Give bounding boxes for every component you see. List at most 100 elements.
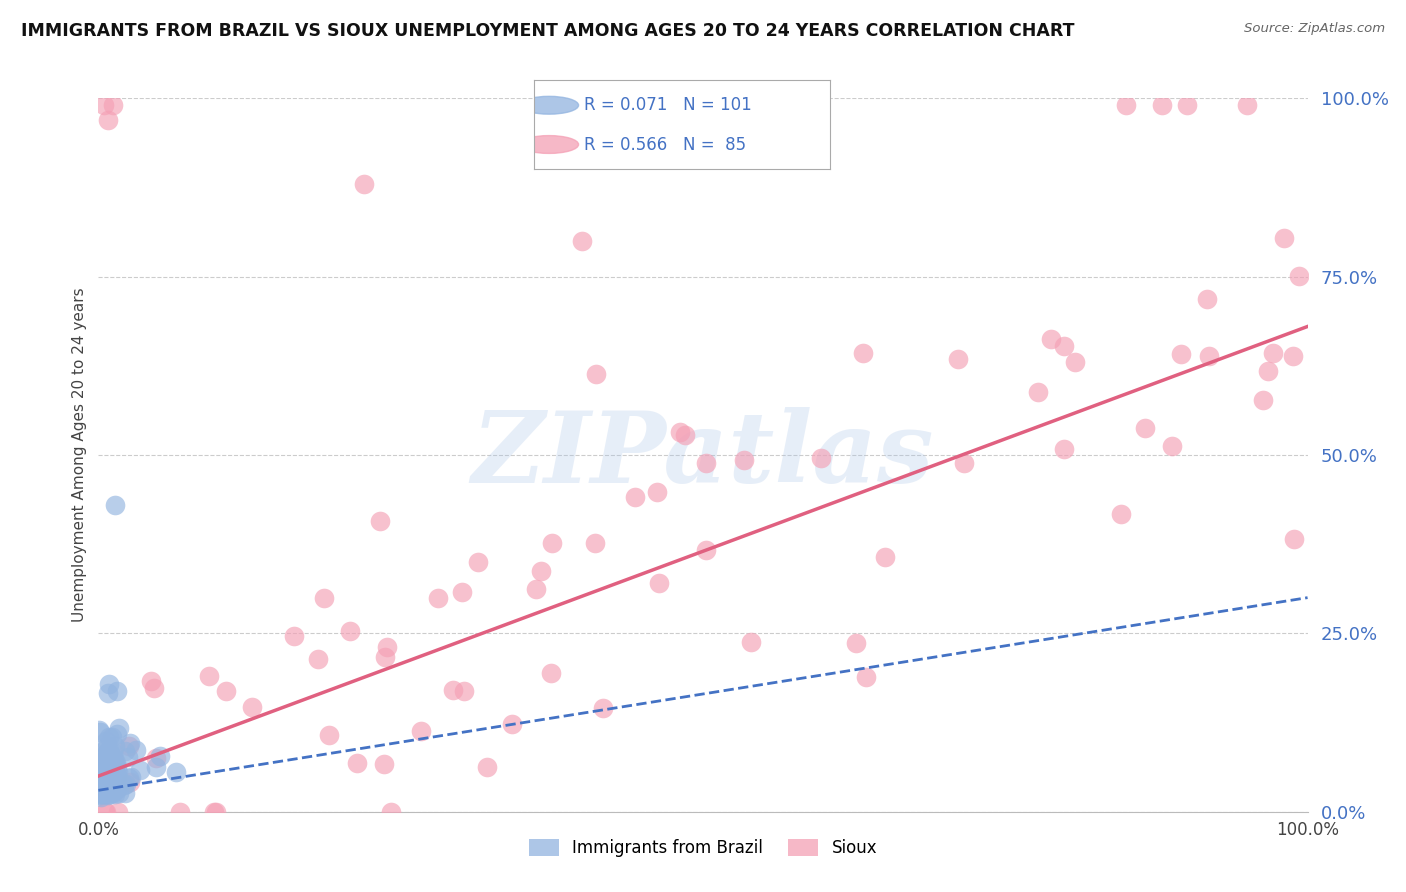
Immigrants from Brazil	[91, 756, 114, 770]
Circle shape	[520, 96, 579, 114]
Sioux	[314, 591, 336, 605]
Sioux	[1133, 421, 1156, 435]
Immigrants from Brazil	[97, 686, 120, 700]
Immigrants from Brazil	[114, 743, 136, 757]
Sioux	[952, 456, 974, 470]
Immigrants from Brazil	[89, 780, 111, 794]
Sioux	[695, 456, 717, 470]
Sioux	[1198, 349, 1220, 363]
Immigrants from Brazil	[93, 786, 115, 800]
Immigrants from Brazil	[98, 779, 121, 793]
Immigrants from Brazil	[101, 779, 124, 793]
Immigrants from Brazil	[93, 768, 115, 782]
Immigrants from Brazil	[104, 781, 127, 796]
Immigrants from Brazil	[93, 775, 115, 789]
Immigrants from Brazil	[115, 777, 138, 791]
Immigrants from Brazil	[94, 783, 117, 797]
Text: IMMIGRANTS FROM BRAZIL VS SIOUX UNEMPLOYMENT AMONG AGES 20 TO 24 YEARS CORRELATI: IMMIGRANTS FROM BRAZIL VS SIOUX UNEMPLOY…	[21, 22, 1074, 40]
Sioux	[541, 535, 564, 549]
Immigrants from Brazil	[94, 769, 117, 783]
Sioux	[467, 555, 489, 569]
Immigrants from Brazil	[129, 763, 152, 777]
Immigrants from Brazil	[117, 771, 139, 785]
Sioux	[215, 684, 238, 698]
Sioux	[740, 635, 762, 649]
Sioux	[1282, 349, 1305, 363]
Immigrants from Brazil	[98, 743, 121, 757]
Immigrants from Brazil	[89, 786, 111, 800]
Immigrants from Brazil	[101, 786, 124, 800]
Sioux	[346, 756, 368, 771]
Sioux	[540, 665, 562, 680]
Sioux	[1272, 231, 1295, 245]
Immigrants from Brazil	[100, 763, 122, 777]
Immigrants from Brazil	[90, 768, 112, 782]
Sioux	[1175, 98, 1198, 112]
Immigrants from Brazil	[94, 769, 117, 783]
Immigrants from Brazil	[93, 786, 115, 800]
Immigrants from Brazil	[96, 766, 118, 780]
Sioux	[353, 177, 375, 191]
Immigrants from Brazil	[97, 774, 120, 789]
Sioux	[1160, 439, 1182, 453]
Immigrants from Brazil	[101, 782, 124, 797]
Immigrants from Brazil	[120, 770, 142, 784]
Immigrants from Brazil	[118, 736, 141, 750]
Immigrants from Brazil	[89, 788, 111, 802]
Immigrants from Brazil	[105, 756, 128, 770]
Sioux	[142, 681, 165, 695]
Immigrants from Brazil	[93, 762, 115, 776]
Immigrants from Brazil	[91, 787, 114, 801]
Sioux	[318, 728, 340, 742]
Sioux	[571, 234, 593, 248]
Immigrants from Brazil	[145, 760, 167, 774]
Sioux	[1251, 392, 1274, 407]
Immigrants from Brazil	[101, 755, 124, 769]
Immigrants from Brazil	[104, 765, 127, 780]
Sioux	[202, 805, 225, 819]
Immigrants from Brazil	[100, 754, 122, 768]
Sioux	[198, 669, 221, 683]
Immigrants from Brazil	[96, 745, 118, 759]
Immigrants from Brazil	[165, 764, 187, 779]
Sioux	[1064, 355, 1087, 369]
Sioux	[810, 451, 832, 466]
Immigrants from Brazil	[96, 742, 118, 756]
Sioux	[1195, 293, 1218, 307]
Sioux	[101, 98, 124, 112]
Immigrants from Brazil	[97, 786, 120, 800]
Sioux	[1053, 442, 1076, 456]
Sioux	[204, 805, 226, 819]
Immigrants from Brazil	[96, 787, 118, 801]
Sioux	[669, 425, 692, 440]
Y-axis label: Unemployment Among Ages 20 to 24 years: Unemployment Among Ages 20 to 24 years	[72, 287, 87, 623]
Sioux	[1109, 507, 1132, 521]
Immigrants from Brazil	[94, 768, 117, 782]
Sioux	[375, 640, 398, 654]
Immigrants from Brazil	[91, 786, 114, 800]
Sioux	[441, 683, 464, 698]
Immigrants from Brazil	[94, 762, 117, 776]
Sioux	[855, 670, 877, 684]
Sioux	[139, 673, 162, 688]
Immigrants from Brazil	[87, 723, 110, 738]
Sioux	[93, 98, 115, 112]
Immigrants from Brazil	[100, 767, 122, 781]
Sioux	[107, 805, 129, 819]
Sioux	[585, 367, 607, 381]
Immigrants from Brazil	[98, 761, 121, 775]
Sioux	[1115, 98, 1137, 112]
Sioux	[380, 805, 402, 819]
Sioux	[94, 805, 117, 819]
Immigrants from Brazil	[89, 780, 111, 794]
Immigrants from Brazil	[101, 783, 124, 797]
Immigrants from Brazil	[104, 498, 127, 512]
Immigrants from Brazil	[149, 748, 172, 763]
Immigrants from Brazil	[90, 776, 112, 790]
Immigrants from Brazil	[104, 739, 127, 754]
Immigrants from Brazil	[107, 765, 129, 780]
Immigrants from Brazil	[101, 730, 124, 744]
Sioux	[946, 351, 969, 366]
Sioux	[411, 723, 433, 738]
Immigrants from Brazil	[100, 786, 122, 800]
